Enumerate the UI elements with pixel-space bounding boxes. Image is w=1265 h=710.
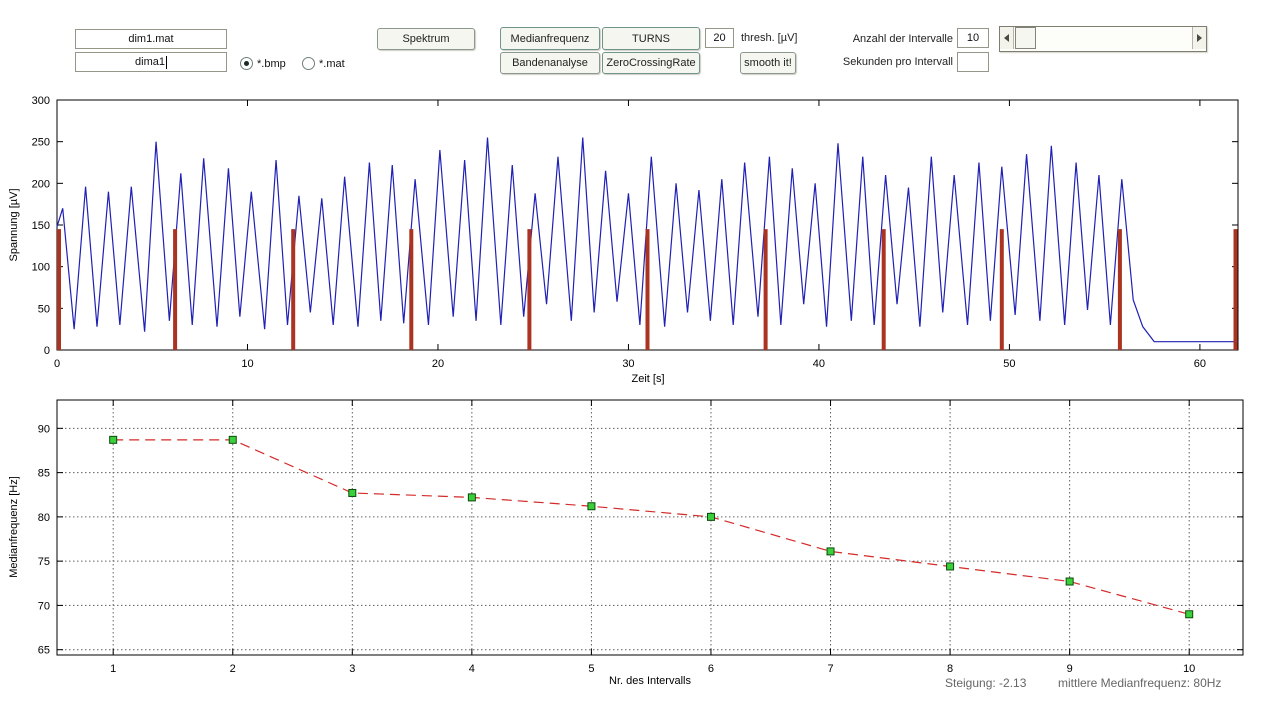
spannung-axis-title: Spannung [µV] xyxy=(8,188,20,262)
x-tick-label: 7 xyxy=(827,663,833,675)
intervall-axis-title: Nr. des Intervalls xyxy=(609,675,691,687)
sekunden-pro-intervall-input[interactable] xyxy=(957,52,989,72)
y-tick-label: 90 xyxy=(38,423,50,435)
x-tick-label: 30 xyxy=(622,358,634,370)
filename-input[interactable]: dim1.mat xyxy=(75,29,227,49)
savename-input-value: dima1 xyxy=(135,56,165,68)
radio-mat-label: *.mat xyxy=(319,57,345,70)
medianfrequenz-marker xyxy=(228,435,237,444)
x-tick-label: 5 xyxy=(588,663,594,675)
arrow-right-icon xyxy=(1197,34,1202,42)
medianfrequenz-marker xyxy=(946,562,955,571)
x-tick-label: 20 xyxy=(432,358,444,370)
sekunden-pro-intervall-label: Sekunden pro Intervall xyxy=(842,56,953,68)
medianfrequenz-marker xyxy=(467,493,476,502)
x-tick-label: 4 xyxy=(469,663,475,675)
slider-right-arrow-button[interactable] xyxy=(1192,27,1206,49)
bandenanalyse-button[interactable]: Bandenanalyse xyxy=(500,52,600,74)
medianfrequenz-axis-title: Medianfrequenz [Hz] xyxy=(8,476,20,578)
arrow-left-icon xyxy=(1004,34,1009,42)
x-tick-label: 0 xyxy=(54,358,60,370)
turns-button[interactable]: TURNS xyxy=(602,27,700,50)
x-tick-label: 40 xyxy=(813,358,825,370)
medianfrequenz-marker xyxy=(826,547,835,556)
medianfrequenz-marker xyxy=(1065,577,1074,586)
zeit-axis-title: Zeit [s] xyxy=(631,373,665,385)
x-tick-label: 60 xyxy=(1194,358,1206,370)
spektrum-button[interactable]: Spektrum xyxy=(377,28,475,50)
y-tick-label: 100 xyxy=(32,262,50,274)
radio-mat-circle-icon xyxy=(302,57,315,70)
anzahl-intervalle-input[interactable] xyxy=(957,28,989,48)
y-tick-label: 250 xyxy=(32,137,50,149)
plot-box xyxy=(56,399,1244,656)
radio-bmp-circle-icon xyxy=(240,57,253,70)
mittlere-medianfrequenz-value: mittlere Medianfrequenz: 80Hz xyxy=(1058,676,1222,690)
y-tick-label: 80 xyxy=(38,512,50,524)
y-tick-label: 50 xyxy=(38,303,50,315)
x-tick-label: 10 xyxy=(241,358,253,370)
steigung-value: Steigung: -2.13 xyxy=(945,676,1027,690)
y-tick-label: 75 xyxy=(38,556,50,568)
x-tick-label: 1 xyxy=(110,663,116,675)
y-tick-label: 200 xyxy=(32,178,50,190)
medianfrequenz-marker xyxy=(348,488,357,497)
threshold-input[interactable] xyxy=(705,28,734,48)
y-tick-label: 85 xyxy=(38,468,50,480)
x-tick-label: 8 xyxy=(947,663,953,675)
slider-left-arrow-button[interactable] xyxy=(1000,27,1014,49)
x-tick-label: 2 xyxy=(230,663,236,675)
slider-thumb[interactable] xyxy=(1015,27,1036,49)
y-tick-label: 65 xyxy=(38,645,50,657)
medianfrequenz-marker xyxy=(109,435,118,444)
radio-mat[interactable]: *.mat xyxy=(302,57,345,70)
x-tick-label: 10 xyxy=(1183,663,1195,675)
zerocrossingrate-button[interactable]: ZeroCrossingRate xyxy=(602,52,700,74)
smooth-it-button[interactable]: smooth it! xyxy=(740,52,796,74)
anzahl-intervalle-label: Anzahl der Intervalle xyxy=(852,33,953,45)
x-tick-label: 50 xyxy=(1003,358,1015,370)
emg-signal-line xyxy=(56,137,1238,343)
medianfrequenz-marker xyxy=(706,512,715,521)
radio-bmp-label: *.bmp xyxy=(257,57,286,70)
x-tick-label: 3 xyxy=(349,663,355,675)
radio-selected-dot-icon xyxy=(244,61,249,66)
medianfrequenz-button[interactable]: Medianfrequenz xyxy=(500,27,600,50)
y-tick-label: 0 xyxy=(44,345,50,357)
text-cursor xyxy=(165,55,167,69)
x-tick-label: 6 xyxy=(708,663,714,675)
filename-input-value: dim1.mat xyxy=(128,33,174,45)
y-tick-label: 150 xyxy=(32,220,50,232)
medianfrequenz-marker xyxy=(1185,610,1194,619)
y-tick-label: 300 xyxy=(32,95,50,107)
radio-bmp[interactable]: *.bmp xyxy=(240,57,286,70)
x-tick-label: 9 xyxy=(1067,663,1073,675)
threshold-label: thresh. [µV] xyxy=(741,32,798,44)
medianfrequenz-marker xyxy=(587,502,596,511)
y-tick-label: 70 xyxy=(38,600,50,612)
savename-input[interactable]: dima1 xyxy=(75,52,227,72)
medianfrequenz-line xyxy=(113,439,1190,615)
intervalle-slider[interactable] xyxy=(999,26,1207,52)
